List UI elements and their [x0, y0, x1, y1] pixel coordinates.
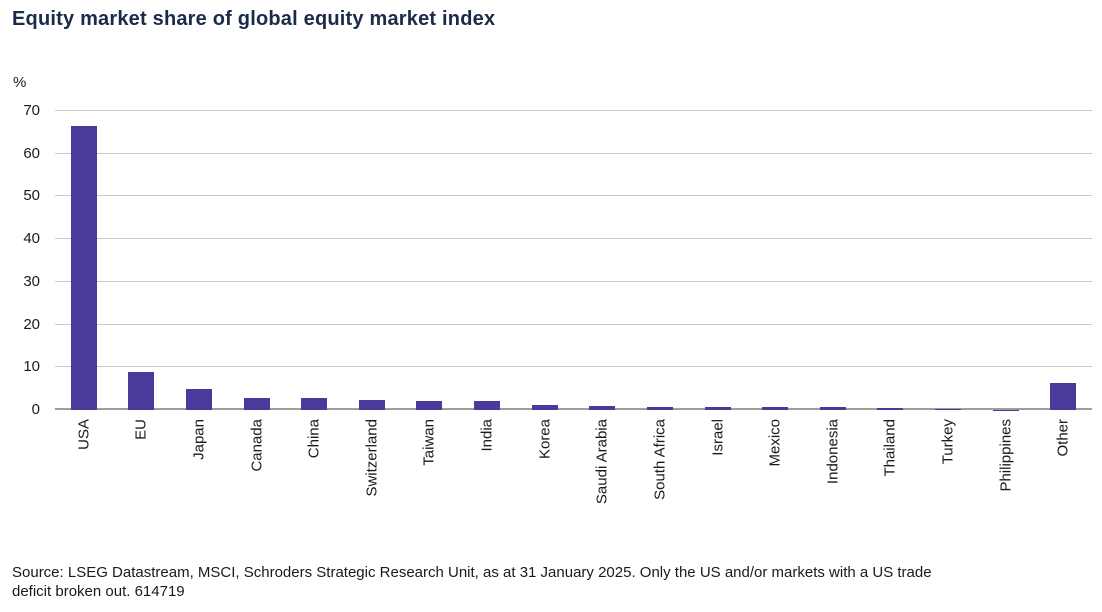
- bar-india: [474, 401, 501, 410]
- x-axis-label-other: Other: [1054, 419, 1072, 457]
- x-axis-label-philippines: Philippines: [997, 419, 1015, 492]
- x-label-column-usa: USA: [55, 419, 113, 559]
- bar-column-south-africa: [631, 111, 689, 410]
- gridline-40: [55, 238, 1092, 240]
- bar-saudi-arabia: [589, 405, 616, 410]
- bar-israel: [704, 407, 731, 410]
- y-tick-label-70: 70: [23, 102, 40, 119]
- x-axis-label-taiwan: Taiwan: [420, 419, 438, 466]
- bar-column-canada: [228, 111, 286, 410]
- bar-column-indonesia: [804, 111, 862, 410]
- x-label-column-mexico: Mexico: [746, 419, 804, 559]
- gridline-20: [55, 323, 1092, 325]
- x-label-column-turkey: Turkey: [919, 419, 977, 559]
- x-label-column-eu: EU: [113, 419, 171, 559]
- x-axis-label-india: India: [478, 419, 496, 452]
- x-label-column-canada: Canada: [228, 419, 286, 559]
- x-axis-label-turkey: Turkey: [939, 419, 957, 465]
- bar-china: [301, 397, 328, 410]
- x-label-column-taiwan: Taiwan: [401, 419, 459, 559]
- bar-indonesia: [819, 407, 846, 410]
- bar-column-china: [285, 111, 343, 410]
- bar-column-thailand: [862, 111, 920, 410]
- bar-mexico: [762, 407, 789, 410]
- x-label-column-india: India: [458, 419, 516, 559]
- x-label-column-israel: Israel: [689, 419, 747, 559]
- x-axis-label-japan: Japan: [190, 419, 208, 460]
- y-tick-label-40: 40: [23, 230, 40, 248]
- gridline-70: [55, 110, 1092, 111]
- bar-column-saudi-arabia: [573, 111, 631, 410]
- x-label-column-other: Other: [1034, 419, 1092, 559]
- gridline-10: [55, 366, 1092, 368]
- y-axis-unit-label: %: [13, 74, 27, 91]
- bar-canada: [243, 398, 270, 410]
- x-axis-label-indonesia: Indonesia: [824, 419, 842, 485]
- x-label-column-korea: Korea: [516, 419, 574, 559]
- chart-title: Equity market share of global equity mar…: [12, 8, 496, 30]
- x-axis-line: [55, 408, 1092, 410]
- bar-switzerland: [358, 400, 385, 410]
- source-note-line-1: Source: LSEG Datastream, MSCI, Schroders…: [12, 564, 932, 581]
- bar-column-mexico: [746, 111, 804, 410]
- bar-column-korea: [516, 111, 574, 410]
- source-note-line-2: deficit broken out. 614719: [12, 583, 185, 600]
- bar-column-switzerland: [343, 111, 401, 410]
- x-axis-label-korea: Korea: [536, 419, 554, 460]
- x-label-column-china: China: [285, 419, 343, 559]
- bar-turkey: [934, 409, 961, 410]
- bar-column-other: [1034, 111, 1092, 410]
- x-label-column-switzerland: Switzerland: [343, 419, 401, 559]
- bar-taiwan: [416, 400, 443, 410]
- plot-area: 0 10 20 30 40 50 60 70: [23, 102, 1092, 418]
- y-tick-label-10: 10: [23, 358, 40, 376]
- x-axis-label-thailand: Thailand: [881, 419, 899, 477]
- y-tick-label-50: 50: [23, 187, 40, 205]
- bar-usa: [70, 125, 97, 410]
- bar-column-india: [458, 111, 516, 410]
- bar-column-israel: [689, 111, 747, 410]
- gridline-60: [55, 152, 1092, 154]
- bars-group: [55, 111, 1092, 410]
- gridline-50: [55, 195, 1092, 197]
- x-axis-label-eu: EU: [132, 419, 150, 440]
- y-tick-label-0: 0: [31, 401, 40, 418]
- bar-column-philippines: [977, 111, 1035, 410]
- y-tick-label-30: 30: [23, 272, 40, 290]
- gridline-30: [55, 280, 1092, 282]
- bar-japan: [186, 389, 213, 410]
- bar-column-usa: [55, 111, 113, 410]
- bar-column-turkey: [919, 111, 977, 410]
- y-tick-label-60: 60: [23, 144, 40, 162]
- x-label-column-saudi-arabia: Saudi Arabia: [573, 419, 631, 559]
- x-axis-label-south-africa: South Africa: [651, 419, 669, 500]
- x-axis-label-saudi-arabia: Saudi Arabia: [593, 419, 611, 505]
- bar-thailand: [877, 408, 904, 410]
- bar-column-japan: [170, 111, 228, 410]
- x-axis-label-switzerland: Switzerland: [363, 419, 381, 497]
- bar-korea: [531, 404, 558, 410]
- x-label-column-thailand: Thailand: [862, 419, 920, 559]
- source-note: Source: LSEG Datastream, MSCI, Schroders…: [12, 563, 932, 601]
- bar-other: [1050, 383, 1077, 410]
- bar-eu: [128, 371, 155, 410]
- x-axis-label-mexico: Mexico: [766, 419, 784, 467]
- x-label-column-south-africa: South Africa: [631, 419, 689, 559]
- x-axis-label-usa: USA: [75, 419, 93, 450]
- bar-column-taiwan: [401, 111, 459, 410]
- x-label-column-philippines: Philippines: [977, 419, 1035, 559]
- x-axis-label-china: China: [305, 419, 323, 459]
- x-axis-label-israel: Israel: [709, 419, 726, 456]
- x-axis-label-canada: Canada: [248, 419, 266, 472]
- bar-column-eu: [113, 111, 171, 410]
- x-axis-labels: USA EU Japan Canada China Switzerland Taiwan In…: [55, 419, 1092, 559]
- bar-south-africa: [646, 406, 673, 410]
- y-tick-label-20: 20: [23, 315, 40, 333]
- x-label-column-indonesia: Indonesia: [804, 419, 862, 559]
- x-label-column-japan: Japan: [170, 419, 228, 559]
